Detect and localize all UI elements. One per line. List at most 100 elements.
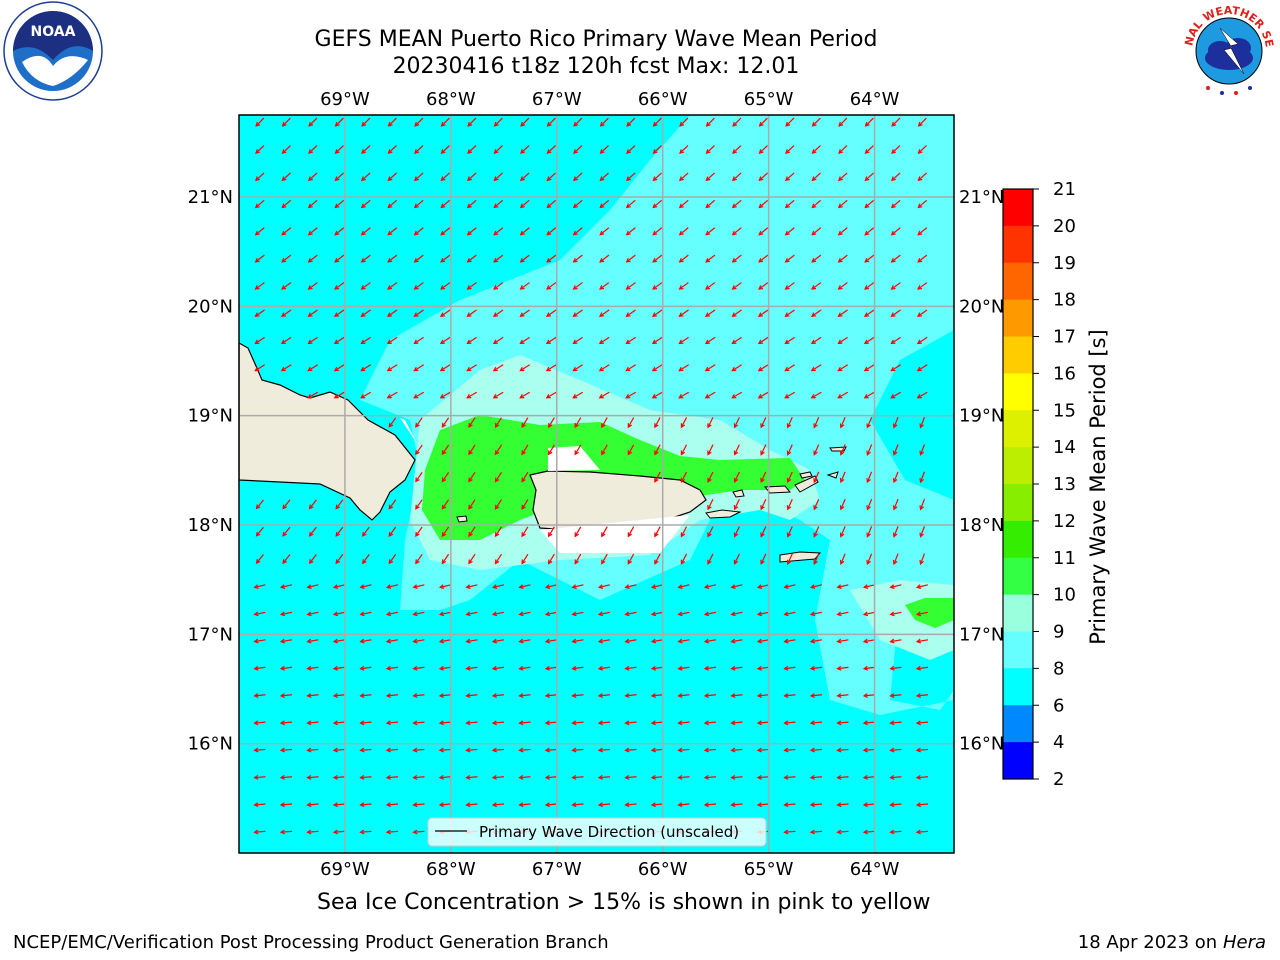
direction-arrow-head [254, 257, 260, 263]
direction-arrow [652, 254, 663, 263]
direction-arrow-head [412, 720, 418, 726]
direction-arrow [679, 282, 689, 290]
direction-arrow-head [760, 423, 765, 429]
colorbar-tick-label: 15 [1053, 400, 1076, 421]
direction-arrow-head [785, 149, 791, 154]
direction-arrow-head [862, 720, 868, 726]
direction-arrow [573, 309, 583, 317]
direction-arrow-head [837, 257, 843, 263]
direction-arrow [707, 553, 714, 564]
direction-arrow [521, 526, 529, 537]
direction-arrow [280, 639, 293, 643]
direction-arrow-head [333, 339, 339, 345]
direction-arrow [626, 145, 636, 154]
direction-arrow [307, 830, 319, 833]
direction-arrow-head [332, 774, 338, 780]
direction-arrow [520, 254, 530, 263]
direction-arrow [787, 471, 793, 483]
direction-arrow [548, 417, 555, 428]
direction-arrow-head [705, 230, 711, 236]
direction-arrow-head [254, 176, 260, 182]
direction-arrow [548, 444, 555, 455]
direction-arrow-head [703, 747, 709, 753]
direction-arrow [731, 584, 743, 588]
direction-arrow [732, 145, 742, 154]
direction-arrow [838, 145, 848, 154]
direction-arrow-head [650, 720, 656, 726]
direction-arrow-head [919, 505, 924, 511]
direction-arrow-head [624, 802, 630, 808]
direction-arrow-head [307, 203, 313, 209]
direction-arrow-head [387, 257, 393, 263]
direction-arrow [254, 694, 266, 697]
direction-arrow-head [758, 149, 764, 154]
direction-arrow-head [625, 312, 631, 317]
direction-arrow [625, 666, 637, 670]
direction-arrow-head [254, 203, 260, 209]
direction-arrow [678, 694, 690, 697]
direction-arrow-head [360, 285, 366, 290]
direction-arrow [731, 748, 743, 751]
direction-arrow-head [811, 176, 817, 182]
direction-arrow [360, 391, 372, 399]
direction-arrow-head [730, 774, 736, 780]
direction-arrow [704, 666, 717, 670]
direction-arrow-head [809, 747, 815, 753]
direction-arrow [838, 117, 848, 127]
direction-arrow [837, 611, 849, 616]
direction-arrow-head [253, 829, 259, 835]
direction-arrow-head [415, 450, 420, 456]
direction-arrow [704, 694, 717, 697]
direction-arrow [572, 776, 584, 779]
direction-arrow [361, 336, 371, 344]
direction-arrow-head [438, 774, 444, 780]
direction-arrow-head [864, 121, 870, 127]
direction-arrow-head [465, 638, 471, 644]
direction-arrow [651, 721, 664, 724]
direction-arrow-head [281, 203, 287, 209]
direction-arrow [280, 776, 293, 779]
direction-arrow-head [915, 665, 922, 671]
direction-arrow-head [359, 638, 365, 644]
direction-arrow [441, 472, 450, 482]
direction-arrow-head [491, 693, 497, 698]
direction-arrow-head [468, 504, 473, 510]
direction-arrow-head [862, 665, 869, 671]
direction-arrow-head [654, 532, 659, 538]
direction-arrow [493, 584, 504, 588]
direction-arrow [520, 172, 530, 181]
direction-arrow-head [597, 584, 604, 590]
direction-arrow [281, 282, 292, 290]
direction-arrow [864, 391, 875, 399]
direction-arrow-head [599, 149, 605, 154]
direction-arrow [813, 471, 820, 483]
direction-arrow [760, 444, 767, 455]
direction-arrow [308, 282, 318, 290]
direction-arrow [651, 611, 664, 616]
direction-arrow [468, 526, 476, 537]
direction-arrow-head [361, 559, 367, 565]
direction-arrow [545, 611, 558, 616]
direction-arrow [625, 391, 637, 399]
direction-arrow [495, 499, 502, 510]
direction-arrow-head [571, 693, 577, 698]
direction-arrow [626, 227, 636, 236]
direction-arrow [254, 611, 266, 616]
direction-arrow-head [597, 611, 604, 617]
direction-arrow-head [544, 584, 551, 590]
direction-arrow-head [864, 149, 870, 154]
direction-arrow-head [839, 423, 845, 429]
direction-arrow-head [756, 693, 762, 698]
direction-arrow-head [892, 450, 898, 456]
direction-arrow [653, 117, 662, 127]
direction-arrow [813, 553, 820, 565]
direction-arrow [495, 471, 502, 482]
direction-arrow [492, 748, 505, 751]
lon-tick-label: 68°W [426, 89, 476, 110]
direction-arrow-head [253, 584, 259, 590]
direction-arrow [467, 199, 477, 208]
direction-arrow-head [359, 720, 365, 726]
colorbar-swatch [1003, 447, 1033, 485]
direction-arrow-head [413, 394, 419, 399]
